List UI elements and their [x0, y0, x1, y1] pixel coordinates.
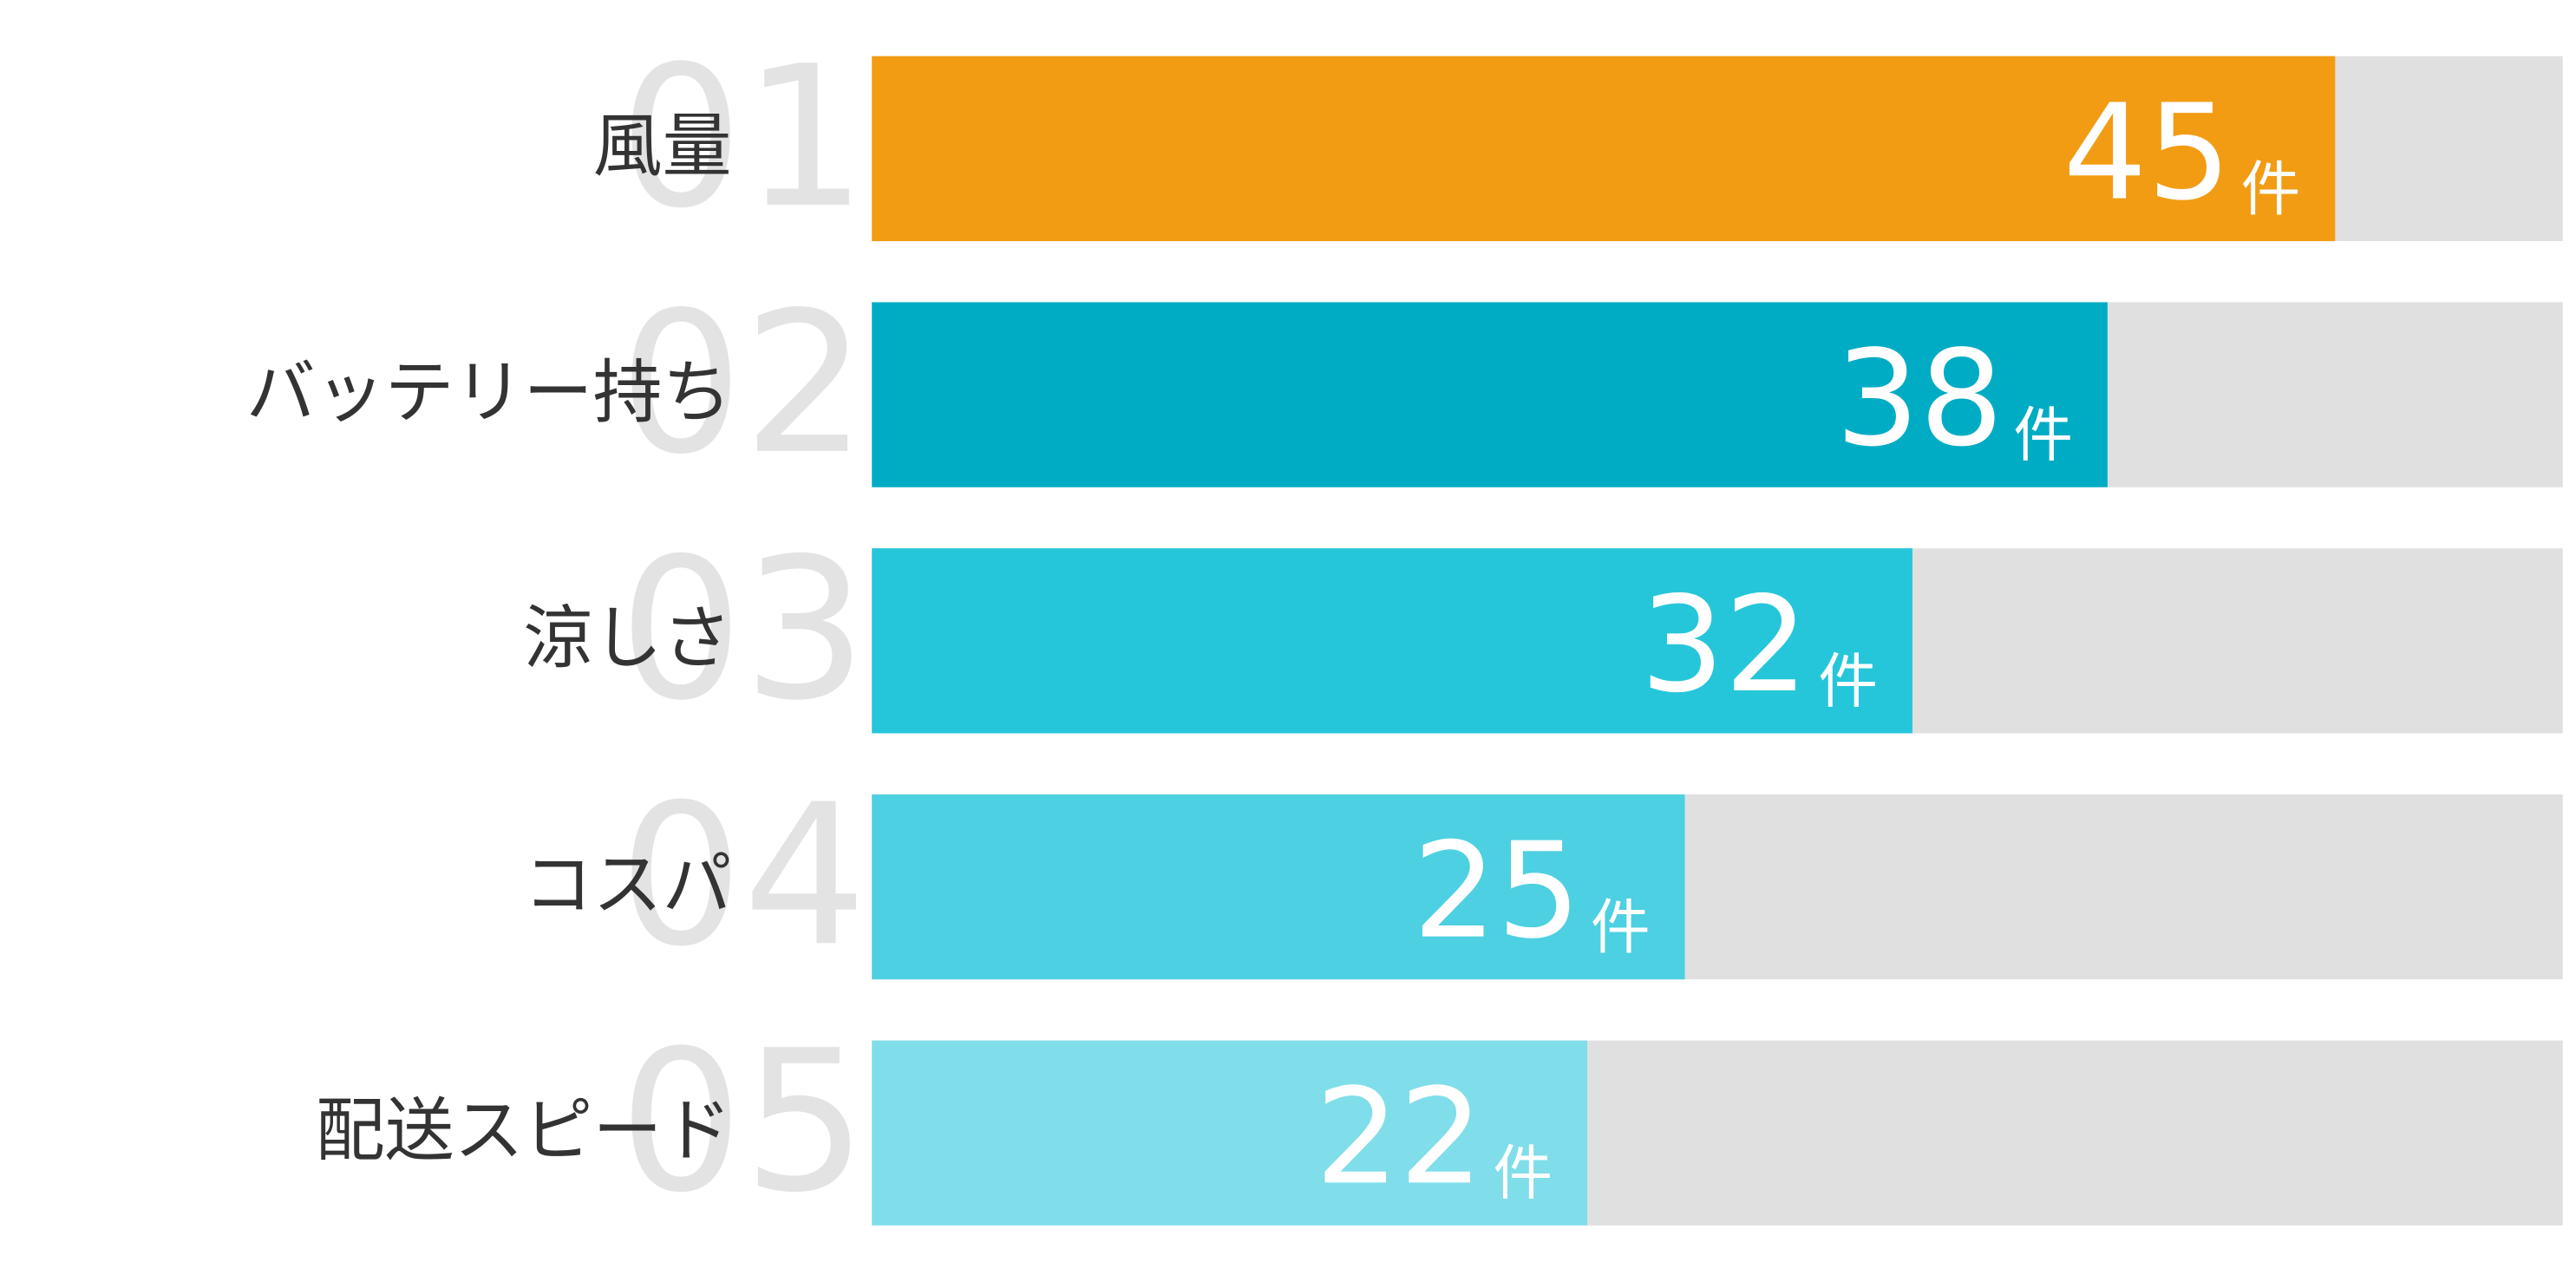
value-unit: 件: [1494, 1140, 1553, 1209]
category-label: コスパ: [524, 844, 732, 925]
value-unit: 件: [2013, 402, 2073, 471]
category-label: バッテリー持ち: [246, 352, 732, 433]
bar: [872, 302, 2108, 487]
value-label: 38: [1835, 322, 2004, 475]
value-label: 32: [1640, 568, 1808, 722]
bar: [872, 56, 2336, 242]
bar: [872, 1040, 1588, 1226]
value-label: 22: [1315, 1060, 1483, 1213]
bar: [872, 548, 1912, 734]
category-label: 涼しさ: [524, 598, 732, 679]
value-unit: 件: [1818, 647, 1878, 716]
rank-number: 03: [619, 516, 867, 743]
rank-number: 02: [619, 270, 867, 497]
value-label: 45: [2063, 75, 2232, 229]
rank-number: 05: [619, 1008, 867, 1235]
value-unit: 件: [1591, 893, 1651, 963]
rank-number: 01: [619, 23, 867, 251]
category-label: 風量: [592, 106, 731, 186]
value-unit: 件: [2241, 155, 2301, 225]
category-label: 配送スピード: [316, 1090, 732, 1171]
value-label: 25: [1413, 814, 1581, 968]
bar: [872, 794, 1685, 980]
rank-number: 04: [619, 762, 867, 989]
